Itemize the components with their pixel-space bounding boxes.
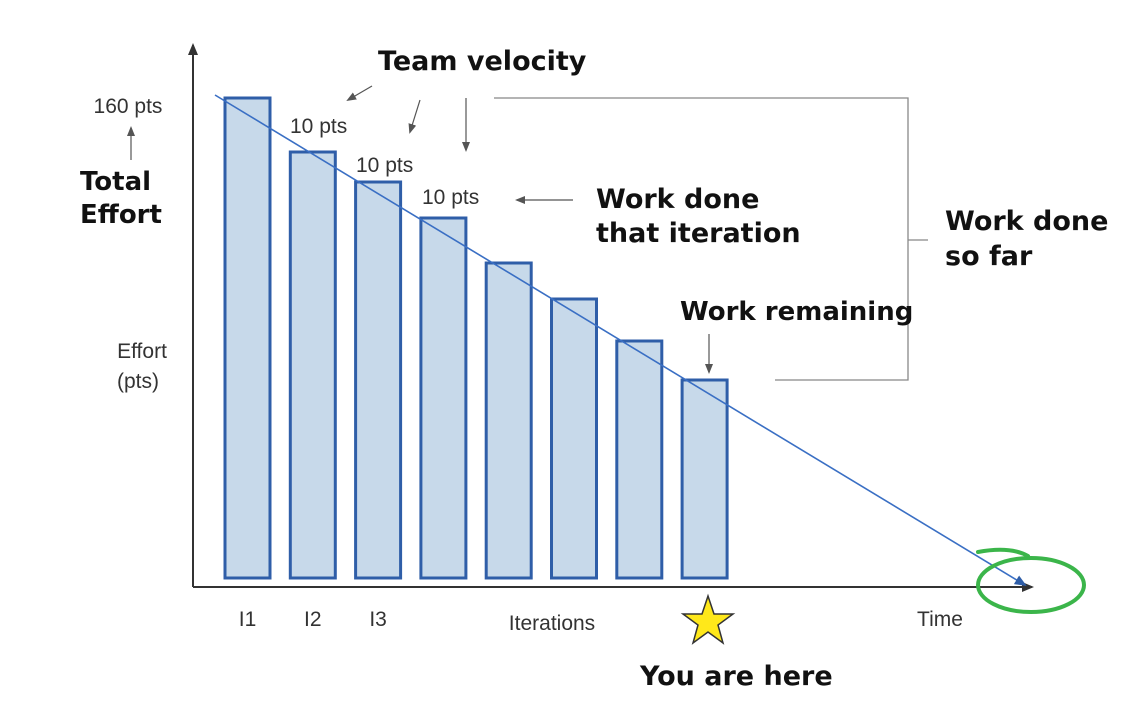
bar-iteration-2 (288, 150, 337, 580)
y-axis-label-line2: (pts) (117, 370, 159, 393)
team-velocity-note: Team velocity (378, 46, 587, 77)
bar-iteration-3 (354, 180, 403, 580)
x-tick-label-1: I1 (239, 608, 257, 631)
team-velocity-arrow-2 (408, 99, 421, 134)
velocity-label-2: 10 pts (356, 154, 413, 177)
x-axis-label: Iterations (509, 612, 595, 635)
total-points-label: 160 pts (94, 95, 163, 118)
total-effort-note-line2: Effort (80, 200, 162, 230)
work-done-so-far-bracket (494, 97, 909, 381)
time-axis-label: Time (917, 608, 963, 631)
bar-iteration-1 (223, 96, 272, 580)
velocity-label-1: 10 pts (290, 115, 347, 138)
work-done-iteration-note-line2: that iteration (596, 218, 801, 249)
work-remaining-note: Work remaining (680, 297, 913, 327)
bar-iteration-5 (484, 261, 533, 580)
velocity-label-3: 10 pts (422, 186, 479, 209)
x-tick-label-2: I2 (304, 608, 322, 631)
completion-circle-tail (976, 547, 1030, 558)
completion-circle-highlight (976, 556, 1086, 614)
bar-iteration-4 (419, 216, 468, 580)
work-done-so-far-note-line1: Work done (945, 206, 1108, 237)
x-tick-labels: I1 I2 I3 (239, 608, 387, 631)
velocity-trend-line (214, 94, 1027, 587)
bar-iteration-8 (680, 378, 729, 580)
y-axis-label-line1: Effort (117, 340, 167, 363)
work-done-iteration-note-line1: Work done (596, 184, 759, 215)
bar-iteration-7 (615, 339, 664, 580)
team-velocity-arrow-1 (346, 85, 373, 102)
x-tick-label-3: I3 (369, 608, 387, 631)
bars-group (223, 96, 729, 580)
star-icon (680, 593, 736, 645)
you-are-here-note: You are here (639, 661, 833, 692)
bar-iteration-6 (550, 297, 598, 580)
work-done-so-far-note-line2: so far (945, 241, 1033, 272)
total-effort-note-line1: Total (80, 167, 151, 197)
